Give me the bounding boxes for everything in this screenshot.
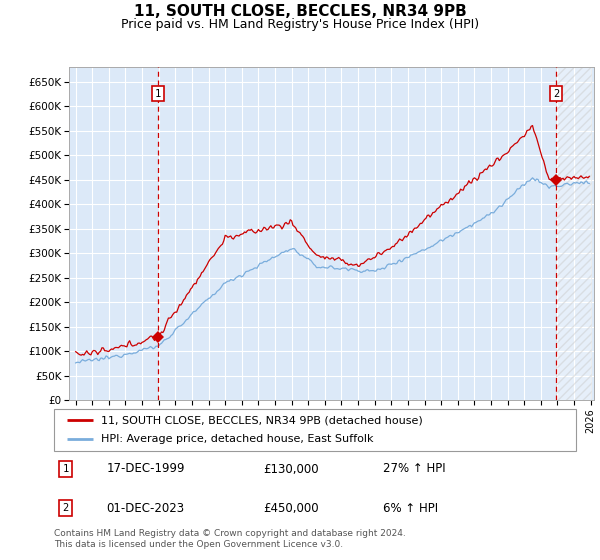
- Polygon shape: [556, 67, 590, 400]
- Text: 2: 2: [62, 503, 68, 513]
- Text: 6% ↑ HPI: 6% ↑ HPI: [383, 502, 438, 515]
- Text: HPI: Average price, detached house, East Suffolk: HPI: Average price, detached house, East…: [101, 435, 373, 445]
- Text: £450,000: £450,000: [263, 502, 319, 515]
- Text: Contains HM Land Registry data © Crown copyright and database right 2024.
This d: Contains HM Land Registry data © Crown c…: [54, 529, 406, 549]
- Text: 11, SOUTH CLOSE, BECCLES, NR34 9PB (detached house): 11, SOUTH CLOSE, BECCLES, NR34 9PB (deta…: [101, 415, 423, 425]
- Text: 27% ↑ HPI: 27% ↑ HPI: [383, 463, 445, 475]
- Text: £130,000: £130,000: [263, 463, 319, 475]
- Text: 2: 2: [553, 89, 559, 99]
- Text: 1: 1: [155, 89, 161, 99]
- Text: 01-DEC-2023: 01-DEC-2023: [106, 502, 184, 515]
- Text: Price paid vs. HM Land Registry's House Price Index (HPI): Price paid vs. HM Land Registry's House …: [121, 18, 479, 31]
- Text: 17-DEC-1999: 17-DEC-1999: [106, 463, 185, 475]
- Text: 11, SOUTH CLOSE, BECCLES, NR34 9PB: 11, SOUTH CLOSE, BECCLES, NR34 9PB: [134, 4, 466, 19]
- Text: 1: 1: [62, 464, 68, 474]
